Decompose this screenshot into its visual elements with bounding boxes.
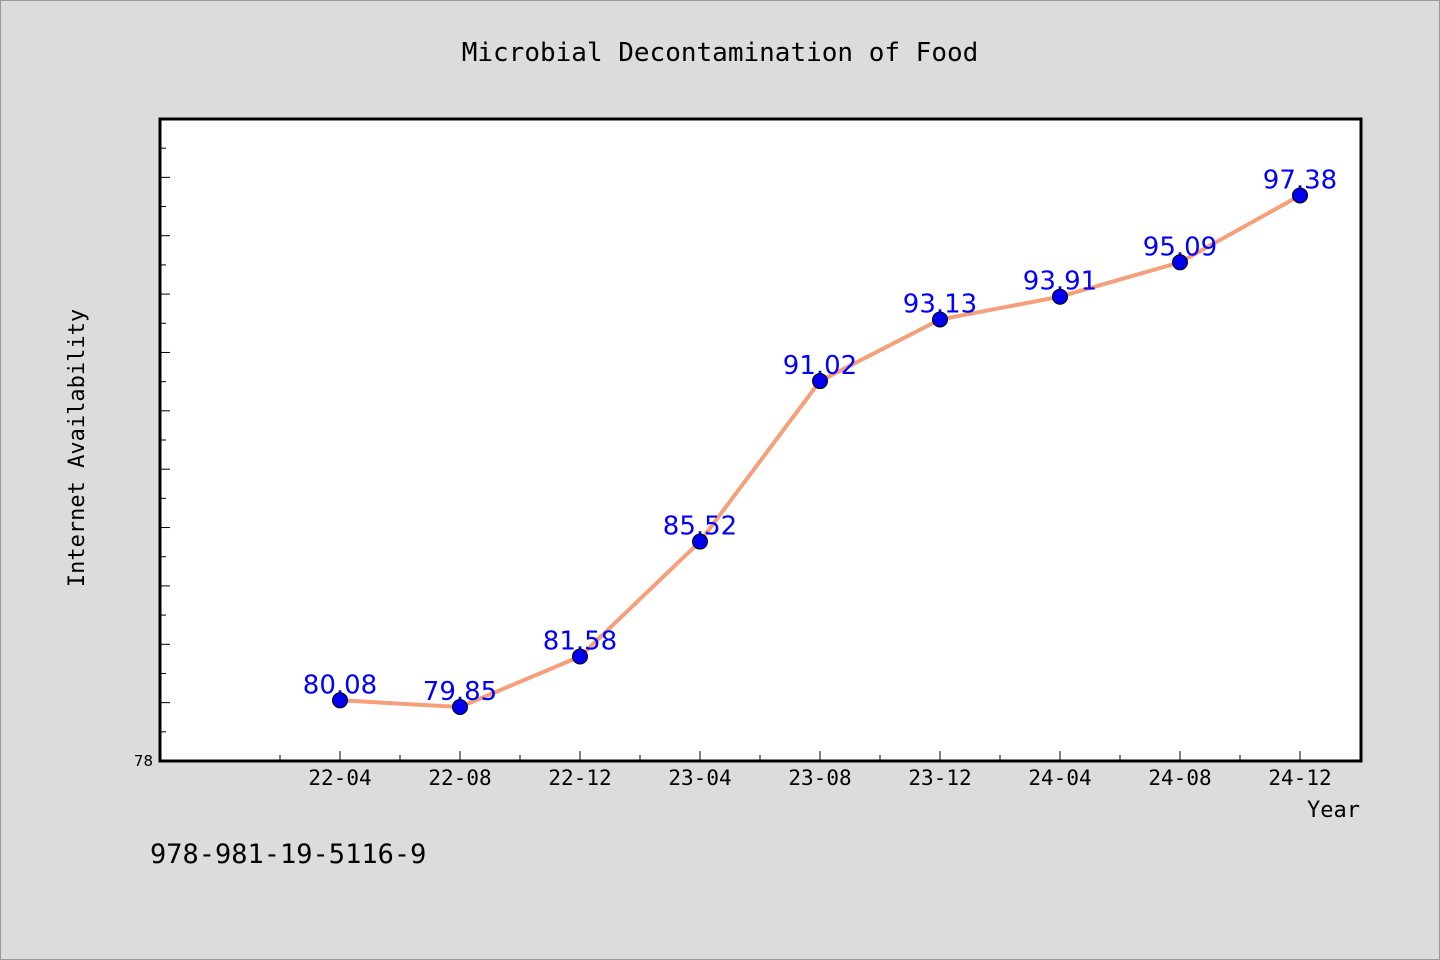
series-layer: 80.08 79.8581.5885.5291.0293.1393.9195.09…: [303, 165, 1337, 716]
y-axis-label: Internet Availability: [65, 309, 90, 587]
footer-code: 978-981-19-5116-9: [150, 839, 426, 870]
data-point: [1292, 187, 1308, 204]
x-tick-label: 24-12: [1268, 766, 1331, 790]
data-point: [692, 533, 708, 550]
x-tick-label: 22-08: [428, 766, 491, 790]
x-tick-label: 23-04: [668, 766, 731, 790]
x-tick-label: 24-04: [1028, 766, 1091, 790]
plot-area: [158, 117, 1363, 763]
x-tick-label: 22-04: [308, 766, 371, 790]
x-axis-label: Year: [1307, 798, 1360, 823]
y-tick-label: 78: [134, 752, 153, 770]
x-tick-label: 23-08: [788, 766, 851, 790]
data-point: [452, 699, 468, 716]
chart-title: Microbial Decontamination of Food: [462, 38, 979, 68]
data-point: [332, 692, 348, 709]
x-tick-label: 24-08: [1148, 766, 1211, 790]
x-axis-tick-labels: 22-04 22-08 22-12 23-04 23-08 23-12 24-04 24-08…: [308, 766, 1331, 790]
data-point: [572, 648, 588, 665]
x-tick-label: 23-12: [908, 766, 971, 790]
data-point: [1172, 254, 1188, 271]
data-point: [932, 311, 948, 328]
x-tick-label: 22-12: [548, 766, 611, 790]
y-axis-ticks: [160, 147, 170, 733]
x-axis-ticks: [279, 751, 1301, 761]
data-point: [1052, 288, 1068, 305]
data-point: [812, 373, 828, 390]
